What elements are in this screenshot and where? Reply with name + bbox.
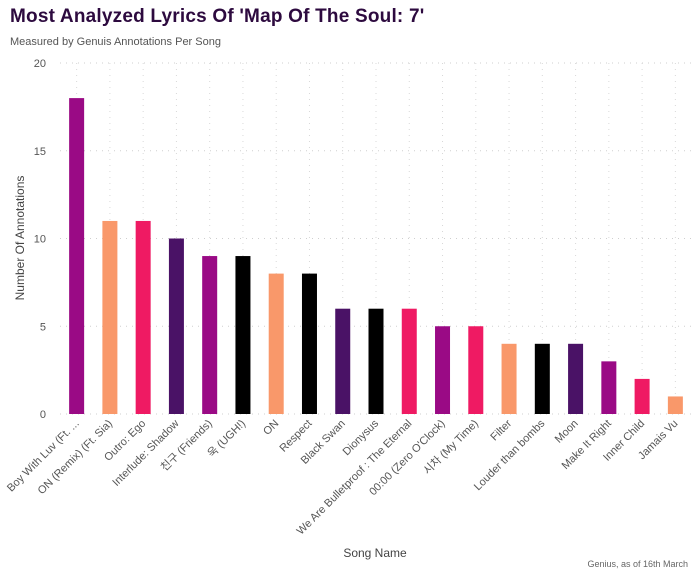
- bar: [601, 361, 617, 414]
- bar: [268, 273, 284, 414]
- y-tick-label: 0: [40, 409, 46, 421]
- bar: [435, 326, 451, 414]
- bar: [335, 308, 351, 414]
- bar: [667, 396, 683, 414]
- y-axis-title: Number Of Annotations: [13, 176, 27, 301]
- bar: [634, 378, 650, 414]
- y-tick-label: 20: [34, 58, 46, 70]
- y-axis-ticks: 0 5 10 15 20: [34, 58, 46, 421]
- bar: [568, 343, 584, 414]
- bar: [69, 98, 85, 414]
- x-tick-label: Moon: [553, 418, 581, 446]
- bar: [235, 256, 251, 414]
- bar: [102, 220, 118, 414]
- x-axis-title: Song Name: [343, 546, 407, 560]
- x-axis-ticks: Boy With Luv (Ft. ...ON (Remix) (Ft. Sia…: [5, 417, 681, 537]
- y-tick-label: 10: [34, 234, 46, 246]
- x-tick-label: Filter: [488, 417, 514, 443]
- bar: [401, 308, 417, 414]
- bar: [501, 343, 517, 414]
- bar: [301, 273, 317, 414]
- bars: [69, 98, 683, 414]
- bar: [135, 220, 151, 414]
- source-note: Genius, as of 16th March: [587, 559, 688, 569]
- chart-title: Most Analyzed Lyrics Of 'Map Of The Soul…: [10, 6, 425, 27]
- x-tick-label: ON: [261, 418, 281, 438]
- bar: [368, 308, 384, 414]
- bar: [168, 238, 184, 414]
- chart-subtitle: Measured by Genuis Annotations Per Song: [10, 36, 221, 48]
- y-tick-label: 5: [40, 321, 46, 333]
- bar: [202, 256, 218, 414]
- y-tick-label: 15: [34, 146, 46, 158]
- bar: [534, 343, 550, 414]
- bar: [468, 326, 484, 414]
